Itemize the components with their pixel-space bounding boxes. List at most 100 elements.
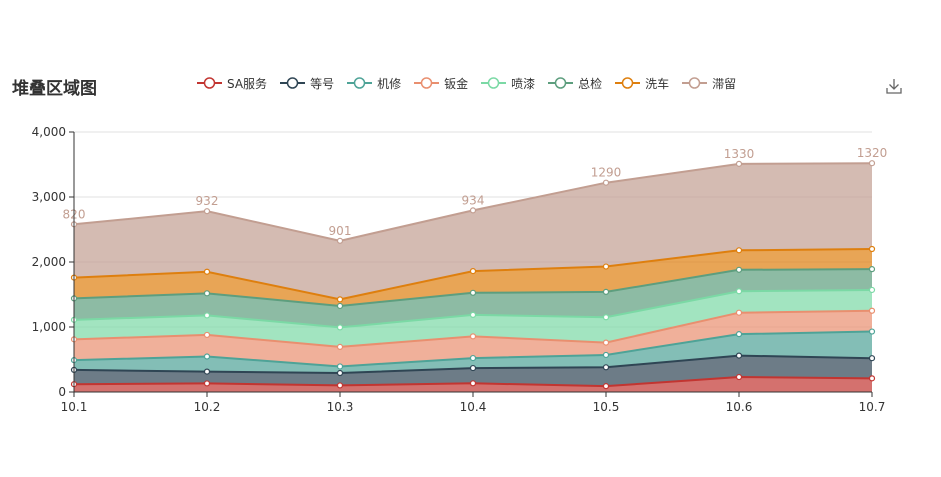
data-point [602, 364, 610, 371]
data-point [868, 245, 876, 253]
data-point [336, 296, 344, 303]
legend-label: 喷漆 [511, 76, 536, 91]
legend-item[interactable]: 钣金 [414, 75, 468, 92]
data-label: 932 [196, 194, 219, 208]
area-4 [74, 289, 872, 347]
data-point [203, 368, 211, 375]
legend-label: 钣金 [444, 76, 469, 91]
legend-label: SA服务 [227, 76, 268, 91]
legend-item[interactable]: 滞留 [682, 75, 736, 92]
data-point [336, 369, 344, 377]
legend: SA服务 等号 机修 钣金 喷漆 总检 洗车 滞留 [197, 73, 749, 93]
legend-swatch [280, 77, 306, 89]
data-point [469, 207, 477, 214]
legend-label: 机修 [377, 76, 402, 91]
legend-item[interactable]: 机修 [347, 75, 401, 92]
data-point [203, 312, 211, 319]
data-point [469, 289, 477, 296]
legend-item[interactable]: 洗车 [615, 75, 669, 92]
area-7 [74, 163, 872, 300]
legend-label: 洗车 [645, 76, 670, 91]
data-label: 1290 [591, 166, 622, 180]
data-point [336, 363, 344, 370]
x-tick-label: 10.6 [726, 400, 753, 414]
data-point [469, 364, 477, 372]
data-point [868, 266, 876, 273]
data-point [336, 302, 344, 310]
data-point [868, 307, 876, 314]
x-tick-label: 10.5 [593, 400, 620, 414]
legend-label: 总检 [578, 76, 603, 91]
area-5 [74, 269, 872, 328]
data-point [469, 268, 477, 275]
data-point [203, 331, 211, 339]
data-point [602, 314, 610, 321]
data-point [203, 290, 211, 297]
data-label: 934 [462, 193, 485, 207]
chart-title: 堆叠区域图 [12, 79, 97, 99]
legend-swatch [615, 77, 641, 89]
data-point [203, 268, 211, 275]
data-point [735, 160, 743, 167]
y-tick-label: 1,000 [32, 320, 66, 334]
data-point [735, 247, 743, 254]
data-label: 1320 [857, 146, 888, 160]
x-tick-label: 10.7 [859, 400, 886, 414]
data-point [735, 331, 743, 338]
data-point [602, 179, 610, 186]
legend-label: 滞留 [712, 76, 737, 91]
legend-item[interactable]: 等号 [280, 75, 334, 92]
y-tick-label: 0 [58, 385, 66, 399]
data-point [469, 311, 477, 319]
data-point [469, 333, 477, 340]
data-point [735, 309, 743, 316]
data-point [602, 339, 610, 346]
data-point [735, 352, 743, 359]
legend-swatch [481, 77, 507, 89]
legend-item[interactable]: SA服务 [197, 75, 267, 92]
legend-swatch [197, 77, 222, 89]
data-point [203, 353, 211, 360]
data-point [469, 380, 477, 387]
data-point [868, 160, 876, 167]
data-point [336, 343, 344, 350]
legend-item[interactable]: 总检 [548, 75, 602, 92]
data-point [735, 288, 743, 295]
area-2 [74, 331, 872, 374]
y-tick-label: 3,000 [32, 190, 66, 204]
data-point [203, 380, 211, 387]
legend-swatch [682, 77, 708, 89]
legend-swatch [347, 77, 373, 89]
data-point [469, 354, 477, 362]
data-point [602, 263, 610, 270]
areas [74, 163, 872, 392]
data-point [868, 355, 876, 362]
data-point [602, 288, 610, 295]
area-6 [74, 249, 872, 306]
data-point [868, 375, 876, 382]
data-point [868, 328, 876, 335]
download-button[interactable] [884, 76, 904, 96]
data-point [336, 237, 344, 244]
x-tick-label: 10.1 [61, 400, 88, 414]
y-tick-label: 2,000 [32, 255, 66, 269]
data-point [735, 373, 743, 381]
legend-swatch [548, 77, 574, 89]
x-tick-label: 10.3 [327, 400, 354, 414]
data-label: 901 [329, 224, 352, 238]
legend-item[interactable]: 喷漆 [481, 75, 535, 92]
legend-label: 等号 [310, 76, 335, 91]
x-tick-label: 10.4 [460, 400, 487, 414]
data-point [735, 266, 743, 273]
data-point [336, 382, 344, 389]
download-icon [886, 79, 902, 94]
data-point [203, 208, 211, 215]
data-point [602, 383, 610, 390]
data-label: 1330 [724, 147, 755, 161]
data-point [336, 324, 344, 331]
data-point [602, 351, 610, 359]
y-tick-label: 4,000 [32, 125, 66, 139]
x-tick-label: 10.2 [194, 400, 221, 414]
